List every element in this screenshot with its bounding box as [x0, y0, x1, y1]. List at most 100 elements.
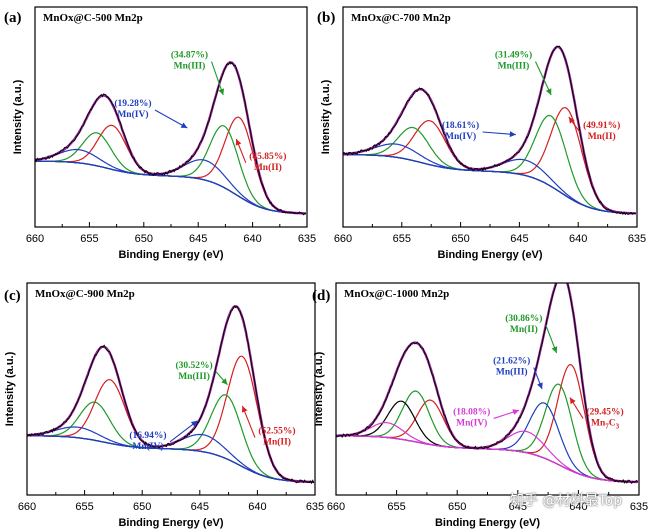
annotation-species: Mn(III) [178, 371, 210, 382]
panel-label: (c) [4, 288, 21, 304]
x-tick-label: 640 [248, 501, 266, 513]
annotation-species: Mn(IV) [445, 131, 476, 142]
x-tick-label: 650 [135, 233, 153, 245]
annotation-arrow [535, 61, 552, 96]
panel-d: 660 655 650 645 640 635 Binding Energy (eV) Int… [312, 282, 648, 529]
x-tick-label: 645 [509, 501, 527, 513]
x-tick-label: 660 [327, 501, 345, 513]
annotation-percent: (30.86%) [505, 313, 542, 324]
x-tick-label: 660 [334, 233, 352, 245]
y-axis-label: Intensity (a.u.) [313, 351, 325, 426]
annotation-percent: (29.45%) [586, 406, 623, 417]
annotation-arrowhead [569, 397, 576, 405]
annotation-percent: (34.87%) [171, 50, 208, 61]
x-tick-label: 655 [75, 501, 93, 513]
component-peak [343, 143, 636, 214]
x-tick-label: 645 [510, 233, 528, 245]
x-tick-label: 645 [189, 233, 207, 245]
annotation-species: Mn(IV) [456, 417, 487, 428]
annotation-arrowhead [551, 346, 558, 353]
annotation-arrowhead [241, 405, 248, 413]
x-tick-label: 635 [628, 233, 646, 245]
x-tick-label: 650 [133, 501, 151, 513]
x-axis-label: Binding Energy (eV) [118, 517, 223, 529]
annotation-arrowhead [537, 382, 543, 389]
species-sub: 7 [605, 422, 609, 430]
panel-a: 660 655 650 645 640 635 Binding Energy (eV) Int… [4, 6, 316, 261]
raw-data [343, 45, 636, 216]
panel-c: 660 655 650 645 640 635 Binding Energy (eV) Int… [4, 282, 324, 529]
species-base: C [609, 418, 616, 428]
background-line [35, 160, 306, 215]
annotation-arrowhead [509, 131, 516, 138]
annotation-percent: (19.28%) [114, 98, 151, 109]
x-tick-label: 655 [387, 501, 405, 513]
annotation-percent: (45.85%) [249, 151, 286, 162]
x-axis-label: Binding Energy (eV) [435, 517, 540, 529]
annotation-percent: (21.62%) [493, 356, 530, 367]
x-tick-label: 635 [298, 233, 316, 245]
panel-b: 660 655 650 645 640 635 Binding Energy (eV) Int… [317, 6, 646, 261]
x-tick-label: 655 [80, 233, 98, 245]
x-axis-label: Binding Energy (eV) [437, 249, 542, 261]
component-peak [336, 383, 638, 483]
x-tick-label: 640 [243, 233, 261, 245]
annotation-percent: (31.49%) [495, 50, 532, 61]
annotation-arrowhead [512, 409, 520, 415]
plot-area [35, 60, 306, 216]
axes-frame [342, 6, 638, 228]
annotation-species: Mn(III) [496, 367, 528, 378]
annotation-arrowhead [568, 117, 575, 124]
annotation-species: Mn(II) [263, 437, 291, 448]
background-line [343, 153, 636, 215]
component-peak [336, 422, 638, 483]
x-tick-label: 660 [26, 233, 44, 245]
panel-title: MnOx@C-900 Mn2p [35, 288, 135, 300]
panel-title: MnOx@C-1000 Mn2p [344, 288, 449, 300]
component-peak [27, 355, 314, 483]
y-axis-label: Intensity (a.u.) [320, 79, 332, 154]
panel-label: (a) [4, 10, 22, 26]
x-tick-label: 640 [569, 233, 587, 245]
background-line [336, 435, 638, 483]
annotation-arrowhead [545, 88, 552, 95]
species-sub: 3 [616, 422, 620, 430]
panel-title: MnOx@C-500 Mn2p [43, 12, 143, 24]
annotation-arrowhead [221, 378, 228, 385]
plot-area [27, 305, 315, 485]
component-peak [35, 132, 306, 214]
panel-label: (d) [312, 288, 330, 304]
annotation-percent: (52.55%) [258, 426, 295, 437]
panel-title: MnOx@C-700 Mn2p [351, 12, 451, 24]
panel-label: (b) [317, 10, 335, 26]
y-axis-label: Intensity (a.u.) [4, 351, 16, 426]
x-tick-label: 655 [393, 233, 411, 245]
annotation-species: Mn(IV) [132, 441, 163, 452]
x-tick-label: 650 [448, 501, 466, 513]
x-tick-label: 650 [451, 233, 469, 245]
watermark: 知乎 @材料最Top [510, 493, 623, 509]
raw-data [336, 283, 639, 484]
plot-area [336, 283, 639, 484]
annotation-arrowhead [190, 420, 198, 427]
x-tick-label: 635 [630, 501, 648, 513]
annotation-species: Mn(IV) [117, 109, 148, 120]
annotation-species: Mn(III) [498, 61, 530, 72]
y-axis-label: Intensity (a.u.) [12, 79, 24, 154]
annotation-species: Mn7C3 [591, 418, 620, 430]
annotation-species: Mn(II) [510, 324, 538, 335]
annotation-species: Mn(II) [588, 131, 616, 142]
annotation-percent: (49.91%) [583, 120, 620, 131]
annotation-percent: (30.52%) [175, 360, 212, 371]
annotation-arrow [154, 109, 188, 129]
x-tick-label: 635 [306, 501, 324, 513]
annotation-arrowhead [218, 88, 225, 95]
background-line [27, 435, 314, 483]
annotation-percent: (16.94%) [129, 430, 166, 441]
raw-data [27, 305, 315, 485]
plot-area [343, 45, 636, 216]
annotation-arrowhead [180, 122, 188, 128]
annotation-percent: (18.08%) [453, 406, 490, 417]
species-base: Mn [591, 418, 606, 428]
annotation-species: Mn(III) [174, 61, 206, 72]
